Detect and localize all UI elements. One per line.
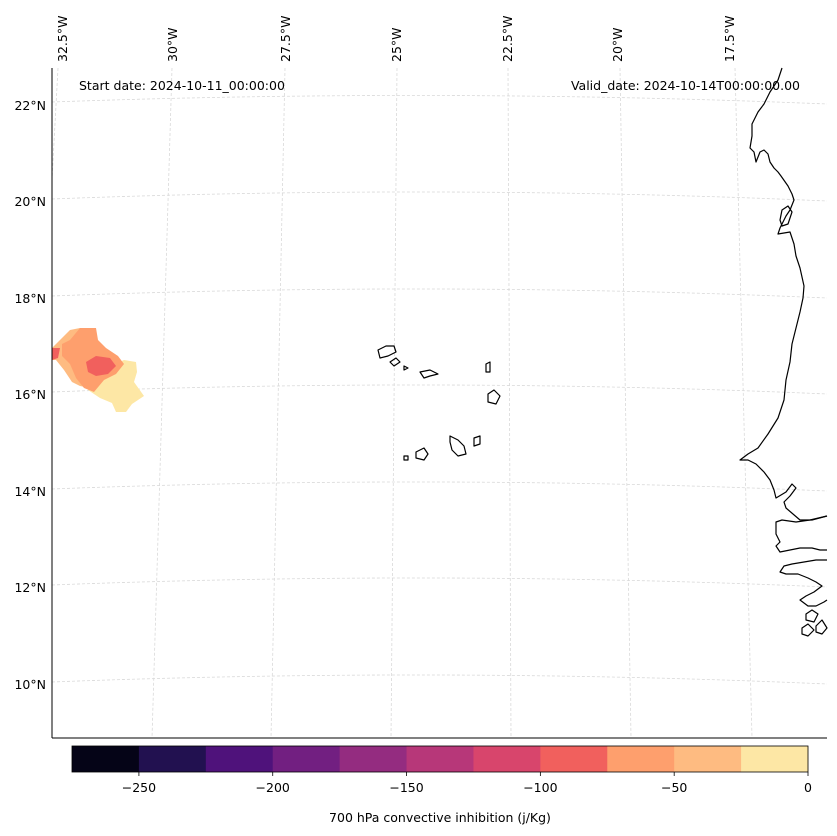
island-sao-nicolau <box>419 369 439 379</box>
meridian-20w <box>619 67 632 739</box>
lat-label: 12°N <box>14 580 46 595</box>
colorbar-segment <box>205 746 274 772</box>
lon-label: 25°W <box>389 27 404 62</box>
longitude-labels: 32.5°W 30°W 27.5°W 25°W 22.5°W 20°W 17.5… <box>55 16 737 62</box>
island-santa-luzia <box>403 365 409 371</box>
meridian-17-5w <box>734 67 753 739</box>
island-boa-vista <box>487 389 501 405</box>
island-gore <box>779 205 793 227</box>
west-africa-coastline <box>739 67 828 521</box>
island-sal <box>485 361 491 373</box>
parallel-12n <box>51 577 828 588</box>
island-santiago <box>449 435 467 457</box>
colorbar-segment <box>272 746 341 772</box>
lat-label: 20°N <box>14 194 46 209</box>
island-bijagos-c <box>815 619 828 635</box>
cin-contour-edge <box>52 348 60 360</box>
start-date-label: Start date: 2024-10-11_00:00:00 <box>79 78 285 93</box>
lon-label: 32.5°W <box>55 16 70 62</box>
colorbar <box>71 745 809 773</box>
lon-label: 17.5°W <box>722 16 737 62</box>
colorbar-segment <box>339 746 408 772</box>
parallel-10n <box>51 674 828 685</box>
colorbar-label: 700 hPa convective inhibition (j/Kg) <box>329 810 551 825</box>
colorbar-tick-label: 0 <box>804 780 812 795</box>
meridian-30w <box>151 67 173 739</box>
lon-label: 30°W <box>165 27 180 62</box>
meridian-22-5w <box>507 67 512 739</box>
coastlines <box>377 67 828 637</box>
parallel-16n <box>51 384 828 395</box>
parallel-22n <box>51 95 828 105</box>
lat-label: 10°N <box>14 677 46 692</box>
colorbar-border <box>71 745 809 773</box>
latitude-labels: 22°N 20°N 18°N 16°N 14°N 12°N 10°N <box>14 98 46 692</box>
lon-label: 27.5°W <box>278 16 293 62</box>
colorbar-tick-label: −150 <box>389 780 423 795</box>
colorbar-segment <box>674 746 742 772</box>
meridian-27-5w <box>270 67 286 739</box>
bijagos-coastline <box>779 559 828 607</box>
lat-label: 22°N <box>14 98 46 113</box>
lat-label: 16°N <box>14 387 46 402</box>
guinea-bissau-coastline <box>775 515 828 553</box>
island-brava <box>403 455 409 461</box>
colorbar-segment <box>741 746 809 772</box>
colorbar-tick-label: −100 <box>523 780 557 795</box>
lat-label: 14°N <box>14 484 46 499</box>
colorbar-segment <box>138 746 207 772</box>
island-fogo <box>415 447 429 461</box>
meridian-25w <box>390 67 398 739</box>
map-panel <box>52 68 827 738</box>
parallel-18n <box>51 288 828 299</box>
cin-contours <box>52 328 144 412</box>
meridian-32-5w <box>51 67 59 181</box>
colorbar-segment <box>607 746 675 772</box>
map-frame <box>51 68 827 739</box>
colorbar-tick-label: −200 <box>256 780 290 795</box>
colorbar-segment <box>406 746 474 772</box>
cin-contour-neg75-to-neg100 <box>86 356 116 376</box>
colorbar-ticks: −250 −200 −150 −100 −50 0 <box>122 772 812 795</box>
colorbar-segment <box>540 746 608 772</box>
lon-label: 20°W <box>610 27 625 62</box>
valid-date-label: Valid_date: 2024-10-14T00:00:00.00 <box>571 78 800 93</box>
island-sao-vicente <box>389 357 401 367</box>
parallel-14n <box>51 481 828 492</box>
parallel-20n <box>51 191 828 202</box>
colorbar-tick-label: −50 <box>661 780 687 795</box>
lon-label: 22.5°W <box>500 16 515 62</box>
island-maio <box>473 435 481 447</box>
colorbar-segment <box>473 746 541 772</box>
island-bijagos-a <box>805 609 819 623</box>
lat-label: 18°N <box>14 291 46 306</box>
graticule <box>51 67 828 739</box>
island-santo-antao <box>377 345 397 359</box>
colorbar-tick-label: −250 <box>122 780 156 795</box>
colorbar-segment <box>72 746 140 772</box>
island-bijagos-b <box>801 623 815 637</box>
